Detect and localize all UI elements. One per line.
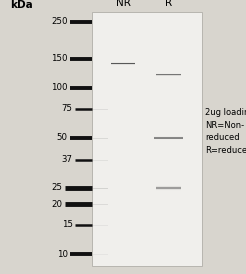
Bar: [156, 183, 181, 184]
Text: 250: 250: [51, 17, 68, 26]
Bar: [156, 191, 181, 192]
Bar: [156, 192, 181, 193]
Text: 100: 100: [51, 83, 68, 92]
Bar: [156, 190, 181, 191]
Text: 75: 75: [62, 104, 73, 113]
Bar: [156, 186, 181, 187]
Bar: [156, 190, 181, 191]
Bar: [156, 189, 181, 190]
Bar: [156, 187, 181, 188]
Bar: [156, 185, 181, 186]
Text: kDa: kDa: [10, 0, 32, 10]
Text: 37: 37: [62, 155, 73, 164]
Text: NR: NR: [116, 0, 130, 8]
Text: R: R: [165, 0, 172, 8]
Bar: [156, 191, 181, 192]
Text: 50: 50: [57, 133, 68, 142]
Text: 25: 25: [52, 183, 63, 192]
Bar: [156, 184, 181, 185]
Text: 10: 10: [57, 250, 68, 259]
Text: 20: 20: [52, 199, 63, 209]
Bar: [92, 12, 202, 266]
Bar: [156, 184, 181, 185]
Bar: [156, 187, 181, 188]
Text: 2ug loading
NR=Non-
reduced
R=reduced: 2ug loading NR=Non- reduced R=reduced: [205, 108, 246, 155]
Text: 15: 15: [62, 220, 73, 229]
Bar: [156, 188, 181, 189]
Text: 150: 150: [51, 54, 68, 63]
